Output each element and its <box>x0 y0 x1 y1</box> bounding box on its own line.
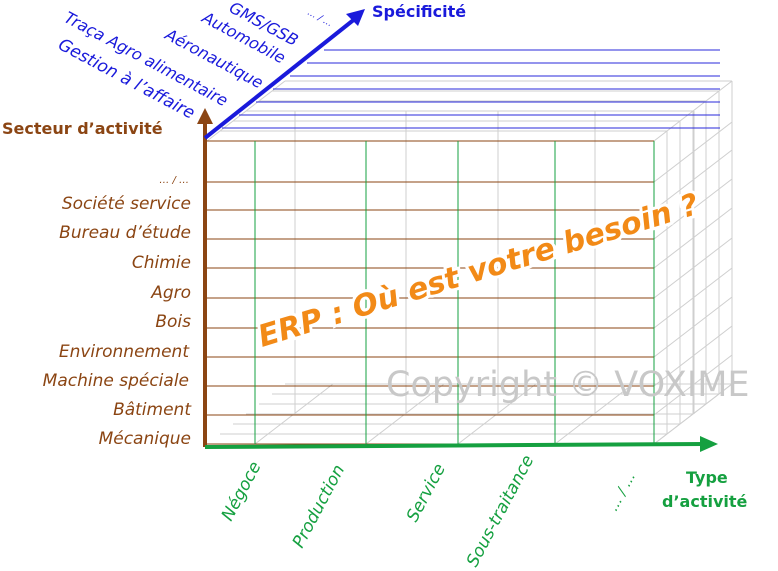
depth-connector-right <box>653 325 733 387</box>
activity-axis-title-line2: d’activité <box>662 492 748 511</box>
depth-connector-right <box>653 149 733 211</box>
activity-grid <box>254 141 655 444</box>
sector-labels: Mécanique Bâtiment Machine spéciale Envi… <box>43 175 193 449</box>
depth-connector-right <box>653 267 733 329</box>
specificity-grid <box>222 49 720 129</box>
depth-connector-bottom <box>365 383 445 445</box>
specificity-labels: Gestion à l’affaire Traça Agro alimentai… <box>55 0 334 124</box>
sector-axis-title: Secteur d’activité <box>2 119 163 138</box>
sector-label-etc: … / … <box>159 175 189 186</box>
sector-label-bois: Bois <box>155 312 191 332</box>
depth-connector-bottom <box>554 383 634 445</box>
depth-connector-bottom <box>457 383 537 445</box>
depth-grid <box>206 80 733 445</box>
activity-labels: Négoce Production Service Sous-traitance… <box>218 452 639 570</box>
activity-label-sous-traitance: Sous-traitance <box>463 452 539 570</box>
depth-connector-right <box>653 296 733 358</box>
activity-axis-title-line1: Type <box>686 468 728 487</box>
specificity-axis-title: Spécificité <box>372 2 466 21</box>
sector-axis-arrowhead <box>197 108 213 124</box>
sector-label-machine-speciale: Machine spéciale <box>43 371 189 391</box>
sector-label-environnement: Environnement <box>59 342 190 362</box>
activity-axis <box>204 442 706 449</box>
depth-connector-right <box>653 207 733 269</box>
depth-connector-right <box>653 121 733 183</box>
headline: ERP : Où est votre besoin ? <box>251 184 706 358</box>
depth-connector-bottom <box>254 383 334 445</box>
headline-text: ERP : Où est votre besoin ? <box>254 187 703 355</box>
sector-label-societe-service: Société service <box>62 194 191 214</box>
activity-label-production: Production <box>289 461 349 551</box>
depth-connector-right <box>653 354 733 416</box>
specificity-axis <box>203 16 358 140</box>
depth-connector-top <box>206 80 286 142</box>
depth-connector-right <box>653 80 733 142</box>
sector-label-bureau-etude: Bureau d’étude <box>59 223 191 243</box>
depth-connector-right <box>653 383 733 445</box>
activity-axis-arrowhead <box>700 436 718 452</box>
sector-label-chimie: Chimie <box>132 253 191 273</box>
sector-label-batiment: Bâtiment <box>113 400 192 420</box>
activity-label-service: Service <box>403 460 450 525</box>
copyright-watermark: Copyright © VOXIME <box>386 365 750 405</box>
specificity-axis-arrowhead <box>346 9 365 26</box>
depth-connector-right <box>653 178 733 240</box>
depth-connector-right <box>653 237 733 299</box>
activity-label-negoce: Négoce <box>218 458 266 524</box>
sector-label-mecanique: Mécanique <box>99 429 191 449</box>
sector-label-agro: Agro <box>150 283 191 303</box>
specificity-label-etc: … / … <box>306 8 334 29</box>
activity-label-etc: … / … <box>605 470 639 514</box>
